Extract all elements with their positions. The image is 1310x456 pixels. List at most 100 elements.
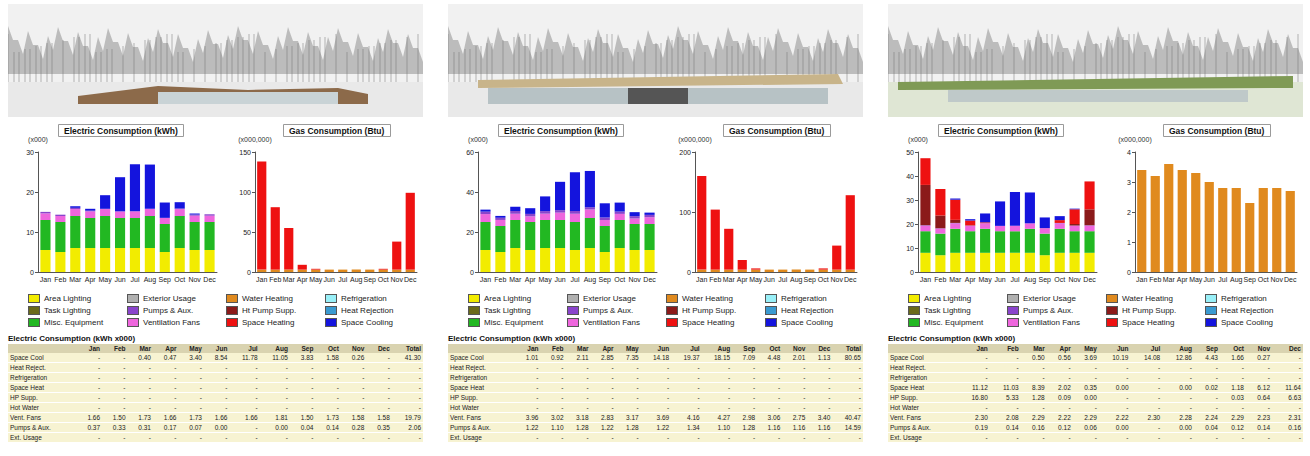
svg-text:Jun: Jun — [554, 276, 565, 283]
svg-text:Apr: Apr — [737, 276, 749, 284]
svg-text:Nov: Nov — [628, 276, 641, 283]
svg-text:(x000,000): (x000,000) — [1118, 136, 1151, 144]
svg-text:Jan: Jan — [920, 276, 931, 283]
svg-text:Mar: Mar — [1163, 276, 1176, 283]
svg-text:Apr: Apr — [85, 276, 97, 284]
svg-text:(x000): (x000) — [28, 136, 48, 144]
svg-text:Aug: Aug — [144, 276, 157, 284]
svg-text:Nov: Nov — [831, 276, 844, 283]
svg-text:Sep: Sep — [599, 276, 612, 284]
svg-text:Dec: Dec — [844, 276, 857, 283]
svg-text:Electric Consumption (kWh): Electric Consumption (kWh) — [944, 126, 1058, 136]
svg-text:Apr: Apr — [297, 276, 309, 284]
svg-text:30: 30 — [26, 149, 34, 156]
svg-text:40: 40 — [906, 173, 914, 180]
svg-text:(x000): (x000) — [468, 136, 488, 144]
svg-text:Aug: Aug — [1024, 276, 1037, 284]
svg-text:Gas Consumption (Btu): Gas Consumption (Btu) — [1169, 126, 1265, 136]
svg-text:May: May — [1189, 276, 1203, 284]
svg-text:Dec: Dec — [1284, 276, 1297, 283]
svg-text:Electric Consumption (kWh): Electric Consumption (kWh) — [64, 126, 178, 136]
svg-text:May: May — [979, 276, 993, 284]
svg-text:Aug: Aug — [584, 276, 597, 284]
svg-text:Oct: Oct — [174, 276, 185, 283]
svg-text:Nov: Nov — [1068, 276, 1081, 283]
svg-text:Dec: Dec — [643, 276, 656, 283]
svg-text:10: 10 — [906, 245, 914, 252]
svg-text:(x000,000): (x000,000) — [678, 136, 711, 144]
svg-text:Aug: Aug — [1230, 276, 1243, 284]
svg-text:Gas Consumption (Btu): Gas Consumption (Btu) — [289, 126, 385, 136]
svg-text:Feb: Feb — [934, 276, 946, 283]
svg-text:Jan: Jan — [40, 276, 51, 283]
svg-text:Dec: Dec — [203, 276, 216, 283]
svg-text:0: 0 — [910, 269, 914, 276]
svg-text:Jun: Jun — [324, 276, 335, 283]
svg-text:May: May — [309, 276, 323, 284]
svg-text:Sep: Sep — [1039, 276, 1052, 284]
svg-text:Jun: Jun — [994, 276, 1005, 283]
svg-text:Jun: Jun — [764, 276, 775, 283]
svg-text:0: 0 — [247, 269, 251, 276]
svg-text:60: 60 — [466, 149, 474, 156]
svg-text:Jul: Jul — [338, 276, 347, 283]
svg-text:20: 20 — [466, 229, 474, 236]
svg-text:0: 0 — [1127, 269, 1131, 276]
svg-text:Jul: Jul — [778, 276, 787, 283]
svg-text:Mar: Mar — [509, 276, 522, 283]
svg-text:Feb: Feb — [54, 276, 66, 283]
svg-text:Jul: Jul — [570, 276, 579, 283]
svg-text:Jan: Jan — [696, 276, 707, 283]
svg-text:Jan: Jan — [1136, 276, 1147, 283]
svg-text:Jul: Jul — [130, 276, 139, 283]
svg-text:Nov: Nov — [188, 276, 201, 283]
svg-text:40: 40 — [466, 189, 474, 196]
svg-text:Apr: Apr — [1177, 276, 1189, 284]
svg-text:Mar: Mar — [723, 276, 736, 283]
svg-text:4: 4 — [1127, 149, 1131, 156]
svg-text:Oct: Oct — [614, 276, 625, 283]
svg-text:Feb: Feb — [269, 276, 281, 283]
svg-text:Jul: Jul — [1010, 276, 1019, 283]
svg-text:Jan: Jan — [256, 276, 267, 283]
svg-text:Electric Consumption (kWh): Electric Consumption (kWh) — [504, 126, 618, 136]
svg-text:Oct: Oct — [818, 276, 829, 283]
svg-text:Mar: Mar — [283, 276, 296, 283]
svg-text:(x000): (x000) — [908, 136, 928, 144]
svg-text:Apr: Apr — [525, 276, 537, 284]
svg-text:50: 50 — [243, 229, 251, 236]
svg-text:Sep: Sep — [804, 276, 817, 284]
svg-text:(x000,000): (x000,000) — [238, 136, 271, 144]
svg-text:50: 50 — [906, 149, 914, 156]
svg-text:Oct: Oct — [1258, 276, 1269, 283]
svg-text:Nov: Nov — [1271, 276, 1284, 283]
svg-text:Aug: Aug — [350, 276, 363, 284]
svg-text:0: 0 — [687, 269, 691, 276]
svg-text:0: 0 — [470, 269, 474, 276]
svg-text:Sep: Sep — [159, 276, 172, 284]
svg-text:Feb: Feb — [494, 276, 506, 283]
svg-text:10: 10 — [26, 229, 34, 236]
svg-text:Nov: Nov — [391, 276, 404, 283]
svg-text:Gas Consumption (Btu): Gas Consumption (Btu) — [729, 126, 825, 136]
svg-text:Apr: Apr — [965, 276, 977, 284]
svg-text:Mar: Mar — [69, 276, 82, 283]
svg-text:100: 100 — [679, 209, 691, 216]
svg-text:Dec: Dec — [1083, 276, 1096, 283]
svg-text:Jun: Jun — [1204, 276, 1215, 283]
svg-text:Mar: Mar — [949, 276, 962, 283]
svg-text:30: 30 — [906, 197, 914, 204]
svg-text:Jul: Jul — [1218, 276, 1227, 283]
svg-text:Jan: Jan — [480, 276, 491, 283]
svg-text:20: 20 — [906, 221, 914, 228]
svg-text:0: 0 — [30, 269, 34, 276]
svg-text:150: 150 — [239, 149, 251, 156]
svg-text:Dec: Dec — [404, 276, 417, 283]
svg-text:1: 1 — [1127, 239, 1131, 246]
svg-text:May: May — [539, 276, 553, 284]
svg-text:Sep: Sep — [364, 276, 377, 284]
svg-text:Aug: Aug — [790, 276, 803, 284]
svg-text:Feb: Feb — [1149, 276, 1161, 283]
svg-text:2: 2 — [1127, 209, 1131, 216]
svg-text:Oct: Oct — [378, 276, 389, 283]
